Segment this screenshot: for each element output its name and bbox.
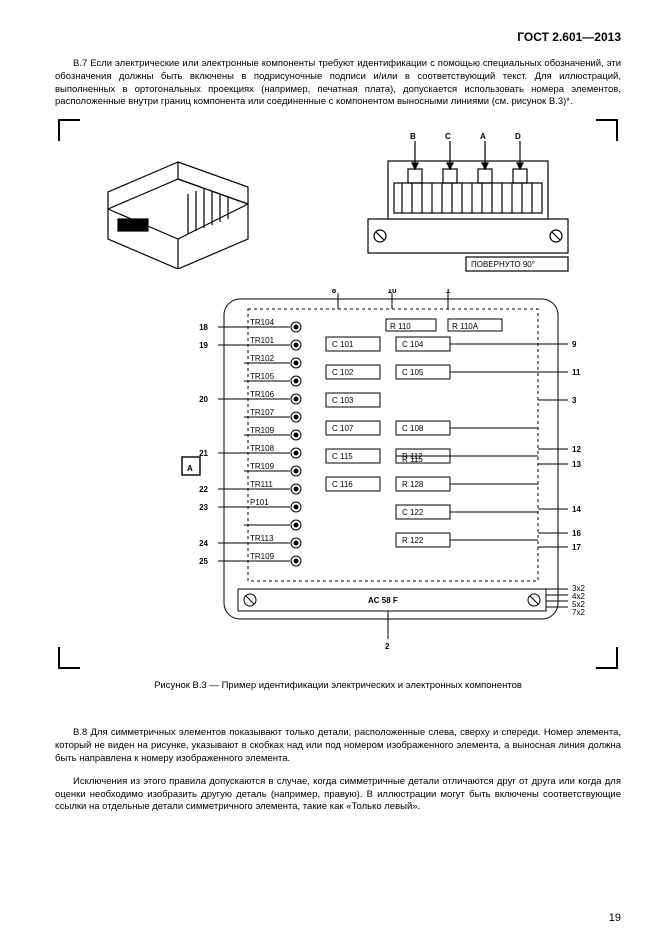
svg-text:C 103: C 103 bbox=[332, 396, 354, 405]
svg-text:R 122: R 122 bbox=[402, 536, 424, 545]
top-view-block: B C A D ПОВЕРНУТО 90° bbox=[358, 131, 578, 281]
svg-text:TR105: TR105 bbox=[250, 372, 275, 381]
svg-text:TR101: TR101 bbox=[250, 336, 275, 345]
svg-text:TR106: TR106 bbox=[250, 390, 275, 399]
svg-text:C 101: C 101 bbox=[332, 340, 354, 349]
svg-text:14: 14 bbox=[572, 505, 581, 514]
rotated-note: ПОВЕРНУТО 90° bbox=[471, 260, 535, 269]
ac-label: AC 58 F bbox=[368, 596, 398, 605]
svg-text:TR102: TR102 bbox=[250, 354, 275, 363]
topnum-8: 8 bbox=[332, 289, 337, 295]
figure-caption: Рисунок В.3 — Пример идентификации элект… bbox=[58, 680, 618, 691]
figure-b3: B C A D ПОВЕРНУТО 90° bbox=[58, 119, 618, 719]
svg-text:C 115: C 115 bbox=[332, 452, 353, 461]
crop-mark-bl bbox=[58, 647, 80, 669]
svg-text:22: 22 bbox=[199, 485, 208, 494]
para-b8b: Исключения из этого правила допускаются … bbox=[55, 776, 621, 814]
svg-text:21: 21 bbox=[199, 449, 208, 458]
svg-text:TR109: TR109 bbox=[250, 426, 275, 435]
svg-text:TR109: TR109 bbox=[250, 552, 275, 561]
svg-text:20: 20 bbox=[199, 395, 208, 404]
svg-text:C 122: C 122 bbox=[402, 508, 424, 517]
para-b8a: В.8 Для симметричных элементов показываю… bbox=[55, 727, 621, 765]
r110a: R 110A bbox=[452, 322, 479, 331]
crop-mark-tr bbox=[596, 119, 618, 141]
label-c: C bbox=[445, 132, 451, 141]
svg-text:11: 11 bbox=[572, 368, 581, 377]
svg-text:TR109: TR109 bbox=[250, 462, 275, 471]
sp-3: 7х2 bbox=[572, 608, 585, 617]
label-d: D bbox=[515, 132, 521, 141]
svg-text:P101: P101 bbox=[250, 498, 269, 507]
bottom-2: 2 bbox=[385, 642, 390, 651]
svg-text:C 107: C 107 bbox=[332, 424, 354, 433]
svg-text:18: 18 bbox=[199, 323, 208, 332]
page: ГОСТ 2.601—2013 В.7 Если электрические и… bbox=[0, 0, 661, 936]
para-b7: В.7 Если электрические или электронные к… bbox=[55, 58, 621, 109]
svg-text:TR113: TR113 bbox=[250, 534, 274, 543]
svg-text:23: 23 bbox=[199, 503, 208, 512]
svg-text:3: 3 bbox=[572, 396, 577, 405]
svg-text:9: 9 bbox=[572, 340, 577, 349]
para-b8a-text: В.8 Для симметричных элементов показываю… bbox=[55, 727, 621, 764]
label-b: B bbox=[410, 132, 416, 141]
svg-text:TR107: TR107 bbox=[250, 408, 275, 417]
para-b7-text: В.7 Если электрические или электронные к… bbox=[55, 58, 621, 107]
svg-text:C 105: C 105 bbox=[402, 368, 424, 377]
svg-text:C 102: C 102 bbox=[332, 368, 354, 377]
iso-block-icon bbox=[88, 139, 278, 269]
svg-text:TR111: TR111 bbox=[250, 480, 273, 489]
svg-text:R 115: R 115 bbox=[402, 455, 423, 464]
svg-text:12: 12 bbox=[572, 445, 581, 454]
svg-text:25: 25 bbox=[199, 557, 208, 566]
page-number: 19 bbox=[609, 912, 621, 924]
svg-text:C 108: C 108 bbox=[402, 424, 424, 433]
topnum-1: 1 bbox=[446, 289, 451, 295]
svg-text:R 128: R 128 bbox=[402, 480, 424, 489]
pcb-diagram: A 8 10 1 R 110 R 110A AC 58 F 2 3х2 4х2 … bbox=[138, 289, 608, 669]
para-b8b-text: Исключения из этого правила допускаются … bbox=[55, 776, 621, 813]
svg-text:17: 17 bbox=[572, 543, 581, 552]
svg-text:24: 24 bbox=[199, 539, 208, 548]
r110: R 110 bbox=[390, 322, 411, 331]
svg-text:TR108: TR108 bbox=[250, 444, 275, 453]
doc-header: ГОСТ 2.601—2013 bbox=[55, 30, 621, 44]
topnum-10: 10 bbox=[388, 289, 397, 295]
label-a: A bbox=[480, 132, 486, 141]
svg-text:13: 13 bbox=[572, 460, 581, 469]
letter-a-box: A bbox=[187, 464, 193, 473]
crop-mark-tl bbox=[58, 119, 80, 141]
svg-text:16: 16 bbox=[572, 529, 581, 538]
svg-text:TR104: TR104 bbox=[250, 318, 275, 327]
svg-text:C 104: C 104 bbox=[402, 340, 424, 349]
svg-text:19: 19 bbox=[199, 341, 208, 350]
svg-text:C 116: C 116 bbox=[332, 480, 353, 489]
